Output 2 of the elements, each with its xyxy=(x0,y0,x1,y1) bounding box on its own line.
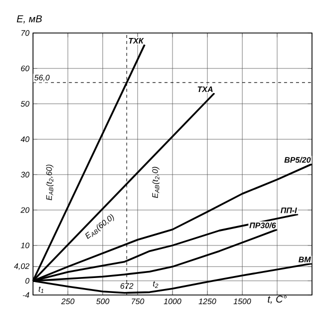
x-axis-title: t, C° xyxy=(268,296,287,304)
y-axis-title: E, мВ xyxy=(16,15,42,24)
